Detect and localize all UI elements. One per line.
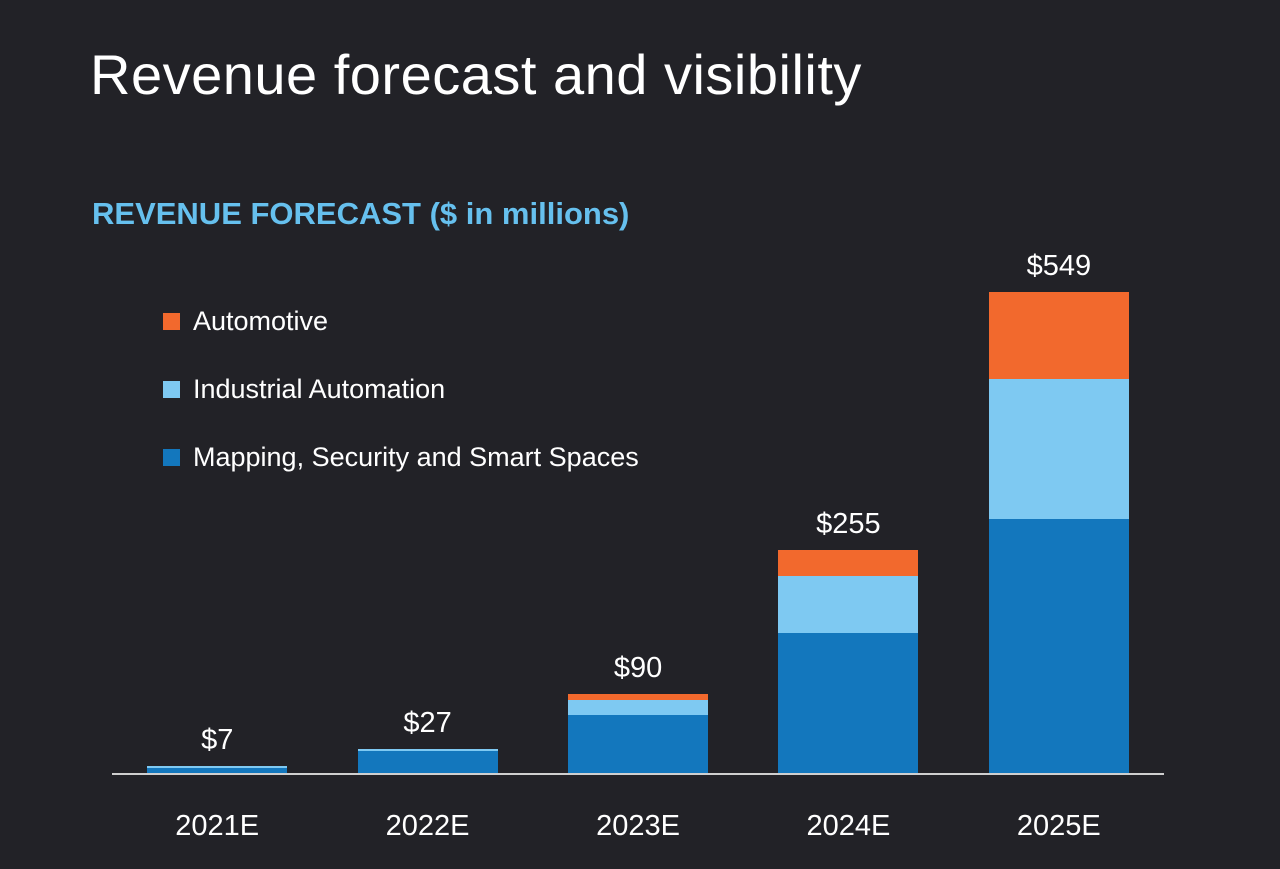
industrial-automation-swatch: [163, 381, 180, 398]
x-axis-label-2025E: 2025E: [1016, 810, 1101, 842]
bar-stack: [568, 694, 709, 773]
bar-segment-automotive: [568, 694, 709, 700]
chart-title: REVENUE FORECAST ($ in millions): [92, 196, 630, 231]
chart-legend: Automotive Industrial Automation Mapping…: [163, 306, 639, 473]
bar-segment-mapping: [988, 519, 1129, 773]
bar-segment-mapping: [357, 751, 498, 773]
bar-segment-mapping: [568, 715, 709, 773]
bar-total-label: $255: [816, 508, 881, 540]
bar-stack: [778, 550, 919, 773]
mapping-security-smart-spaces-swatch: [163, 449, 180, 466]
legend-item-mapping-security-smart-spaces: Mapping, Security and Smart Spaces: [163, 442, 639, 473]
bar-stack: [988, 292, 1129, 773]
automotive-swatch: [163, 313, 180, 330]
bar-segment-industrial: [357, 749, 498, 751]
bar-segment-automotive: [988, 292, 1129, 379]
bar-column-2021E: $7: [112, 724, 322, 773]
bar-series-area: $7 $27 $90 $255 $549: [112, 246, 1164, 773]
bar-segment-automotive: [778, 550, 919, 576]
x-axis-label-2021E: 2021E: [175, 810, 260, 842]
bar-segment-mapping: [778, 633, 919, 773]
bar-segment-industrial: [778, 576, 919, 633]
bar-column-2022E: $27: [322, 707, 532, 773]
legend-label-mapping-security-smart-spaces: Mapping, Security and Smart Spaces: [193, 442, 639, 472]
x-axis-label-2023E: 2023E: [596, 810, 680, 842]
bar-total-label: $90: [613, 652, 663, 684]
page-title: Revenue forecast and visibility: [90, 43, 862, 106]
bar-chart: $7 $27 $90 $255 $549: [112, 246, 1164, 775]
bar-segment-industrial: [568, 700, 709, 715]
bar-stack: [357, 749, 498, 773]
x-axis-label-2022E: 2022E: [385, 810, 470, 842]
bar-total-label: $7: [201, 724, 234, 756]
bar-total-label: $27: [403, 707, 452, 739]
legend-item-industrial-automation: Industrial Automation: [163, 374, 639, 405]
bar-column-2024E: $255: [743, 508, 953, 773]
legend-item-automotive: Automotive: [163, 306, 639, 337]
bar-stack: [147, 766, 288, 773]
bar-column-2023E: $90: [533, 652, 743, 773]
x-axis-labels: 2021E 2022E 2023E 2024E 2025E: [112, 810, 1164, 843]
bar-segment-industrial: [988, 379, 1129, 519]
x-axis-label-2024E: 2024E: [806, 810, 891, 842]
bar-segment-industrial: [147, 766, 288, 768]
bar-segment-mapping: [147, 768, 288, 773]
bar-column-2025E: $549: [954, 250, 1164, 773]
bar-total-label: $549: [1026, 250, 1092, 282]
legend-label-automotive: Automotive: [193, 306, 329, 336]
legend-label-industrial-automation: Industrial Automation: [193, 374, 446, 404]
